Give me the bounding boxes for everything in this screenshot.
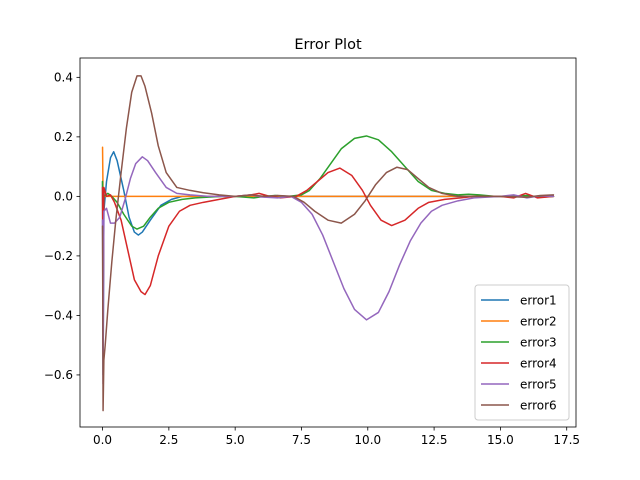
y-tick-label: −0.6 [44, 368, 73, 382]
series-layer [101, 75, 555, 412]
series-line-error3 [101, 135, 555, 311]
legend-label-error4: error4 [520, 356, 557, 370]
y-tick-label: 0.2 [54, 130, 73, 144]
x-tick-label: 15.0 [487, 433, 514, 447]
y-tick-label: 0.4 [54, 71, 73, 85]
legend-label-error6: error6 [520, 398, 557, 412]
x-tick-label: 2.5 [159, 433, 178, 447]
x-tick-label: 17.5 [553, 433, 580, 447]
y-tick-label: −0.2 [44, 249, 73, 263]
plot-area: 0.0 2.5 5.0 7.5 10.0 12.5 15.0 17.5 −0.6−0.4−0.… [44, 57, 580, 447]
y-tick-label: −0.4 [44, 309, 73, 323]
legend-box [474, 284, 570, 421]
x-tick-label: 0.0 [93, 433, 112, 447]
y-tick-label: 0.0 [54, 190, 73, 204]
axes-frame [79, 57, 577, 428]
legend-label-error5: error5 [520, 377, 557, 391]
legend: error1 error2 error3 error4 error5 error6 [474, 284, 570, 421]
y-axis: −0.6 −0.4 −0.2 0.0 0.2 0.4 [44, 71, 80, 382]
legend-label-error3: error3 [520, 335, 557, 349]
chart-title: Error Plot [294, 37, 362, 53]
legend-label-error2: error2 [520, 314, 557, 328]
x-tick-label: 5.0 [226, 433, 245, 447]
legend-label-error1: error1 [520, 293, 557, 307]
x-tick-label: 12.5 [421, 433, 448, 447]
x-tick-label: 10.0 [354, 433, 381, 447]
x-tick-label: 7.5 [292, 433, 311, 447]
series-line-error6 [101, 75, 555, 412]
x-axis: 0.0 2.5 5.0 7.5 10.0 12.5 15.0 17.5 [93, 427, 580, 447]
